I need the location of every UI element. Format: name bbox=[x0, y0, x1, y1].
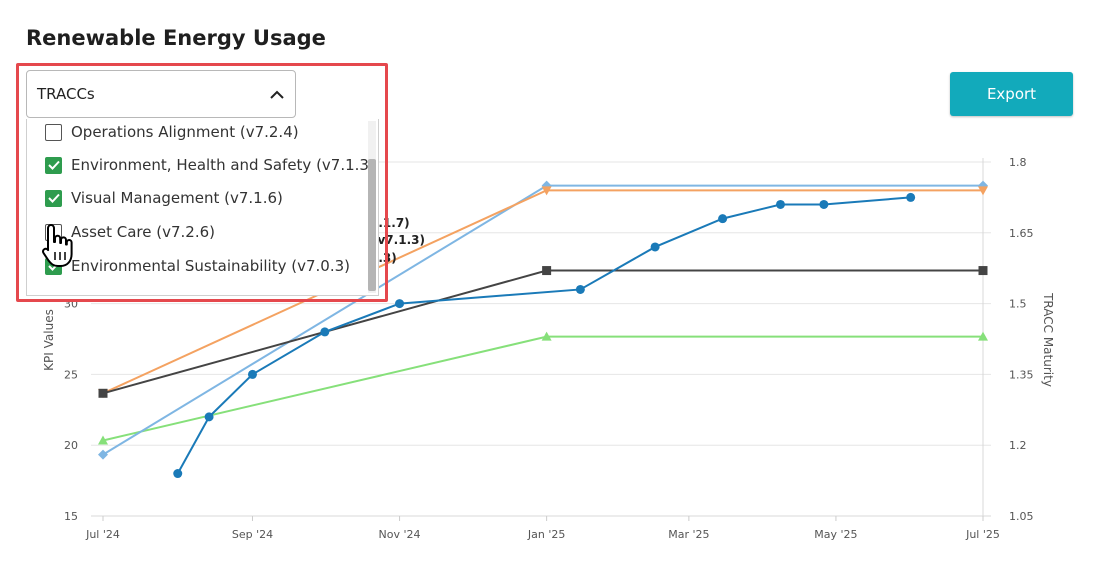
checkbox[interactable] bbox=[45, 223, 62, 241]
x-tick-label: Jul '25 bbox=[965, 528, 1000, 541]
data-point[interactable] bbox=[395, 299, 405, 309]
x-tick-label: Jan '25 bbox=[527, 528, 565, 541]
y-axis-right-title: TRACC Maturity bbox=[1041, 292, 1055, 387]
series-label-1: 7.1.7) bbox=[370, 216, 410, 230]
option-label: Environmental Sustainability (v7.0.3) bbox=[71, 257, 350, 275]
y-right-tick-label: 1.65 bbox=[1009, 227, 1034, 240]
chevron-up-icon[interactable] bbox=[269, 86, 285, 102]
option-label: Visual Management (v7.1.6) bbox=[71, 189, 283, 207]
x-tick-label: Jul '24 bbox=[85, 528, 120, 541]
data-point[interactable] bbox=[650, 242, 660, 252]
data-point[interactable] bbox=[247, 369, 257, 379]
data-point[interactable] bbox=[718, 214, 728, 224]
data-point[interactable] bbox=[98, 435, 108, 445]
export-button[interactable]: Export bbox=[950, 72, 1073, 116]
checkbox-checked[interactable] bbox=[45, 156, 62, 174]
data-point[interactable] bbox=[978, 266, 988, 276]
option-asset-care[interactable]: Asset Care (v7.2.6) bbox=[27, 215, 366, 249]
data-point[interactable] bbox=[204, 412, 214, 422]
tracc-select[interactable]: TRACCs bbox=[26, 70, 296, 118]
option-visual-management[interactable]: Visual Management (v7.1.6) bbox=[27, 181, 366, 215]
page-title: Renewable Energy Usage bbox=[26, 26, 326, 50]
x-tick-label: May '25 bbox=[814, 528, 857, 541]
x-tick-label: Nov '24 bbox=[379, 528, 421, 541]
y-right-tick-label: 1.35 bbox=[1009, 368, 1034, 381]
data-point[interactable] bbox=[906, 192, 916, 202]
y-right-tick-label: 1.5 bbox=[1009, 298, 1027, 311]
x-tick-label: Mar '25 bbox=[668, 528, 709, 541]
data-point[interactable] bbox=[320, 327, 330, 337]
data-point[interactable] bbox=[819, 199, 829, 209]
option-environmental-sustainability[interactable]: Environmental Sustainability (v7.0.3) bbox=[27, 249, 366, 283]
option-label: Operations Alignment (v7.2.4) bbox=[71, 123, 299, 141]
x-tick-label: Sep '24 bbox=[232, 528, 273, 541]
data-point[interactable] bbox=[98, 449, 108, 460]
data-point[interactable] bbox=[575, 284, 585, 294]
tracc-select-value: TRACCs bbox=[37, 85, 95, 103]
y-left-tick-label: 25 bbox=[64, 368, 78, 381]
checkbox-checked[interactable] bbox=[45, 257, 62, 275]
data-point[interactable] bbox=[98, 388, 108, 398]
series-line bbox=[102, 335, 983, 442]
data-point[interactable] bbox=[541, 331, 552, 341]
y-left-tick-label: 30 bbox=[64, 298, 78, 311]
checkbox[interactable] bbox=[45, 123, 62, 141]
option-environment-health-safety[interactable]: Environment, Health and Safety (v7.1.3) bbox=[27, 148, 375, 182]
option-label: Asset Care (v7.2.6) bbox=[71, 223, 216, 241]
data-point[interactable] bbox=[542, 266, 552, 276]
y-left-tick-label: 20 bbox=[64, 439, 78, 452]
y-right-tick-label: 1.05 bbox=[1009, 510, 1034, 523]
y-right-tick-label: 1.8 bbox=[1009, 156, 1027, 169]
data-point[interactable] bbox=[775, 199, 785, 209]
data-point[interactable] bbox=[978, 186, 988, 196]
checkbox-checked[interactable] bbox=[45, 189, 62, 207]
option-operations-alignment[interactable]: Operations Alignment (v7.2.4) bbox=[27, 119, 366, 149]
option-label: Environment, Health and Safety (v7.1.3) bbox=[71, 156, 375, 174]
series-label-2: (v7.1.3) bbox=[372, 233, 425, 247]
tracc-dropdown-menu: Operations Alignment (v7.2.4) Environmen… bbox=[26, 119, 379, 296]
y-left-tick-label: 15 bbox=[64, 510, 78, 523]
data-point[interactable] bbox=[541, 186, 552, 196]
data-point[interactable] bbox=[173, 469, 183, 479]
data-point[interactable] bbox=[978, 331, 988, 341]
scrollbar-thumb[interactable] bbox=[368, 159, 376, 291]
y-right-tick-label: 1.2 bbox=[1009, 439, 1027, 452]
y-axis-left-title: KPI Values bbox=[42, 309, 56, 371]
